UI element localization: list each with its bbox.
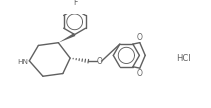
Text: O: O <box>137 69 143 78</box>
Polygon shape <box>58 33 75 43</box>
Text: HCl: HCl <box>176 54 191 63</box>
Text: F: F <box>73 0 77 7</box>
Text: HN: HN <box>17 59 28 65</box>
Text: O: O <box>96 57 102 66</box>
Text: O: O <box>137 33 143 42</box>
